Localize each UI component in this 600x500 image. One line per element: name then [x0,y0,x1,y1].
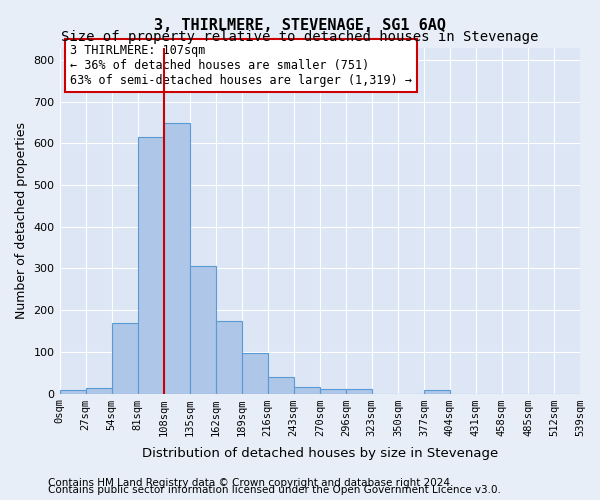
Bar [112,322,137,394]
Bar [164,122,190,394]
Text: 3, THIRLMERE, STEVENAGE, SG1 6AQ: 3, THIRLMERE, STEVENAGE, SG1 6AQ [154,18,446,32]
Text: Contains HM Land Registry data © Crown copyright and database right 2024.: Contains HM Land Registry data © Crown c… [48,478,454,488]
Bar [320,388,346,394]
X-axis label: Distribution of detached houses by size in Stevenage: Distribution of detached houses by size … [142,447,498,460]
Text: Size of property relative to detached houses in Stevenage: Size of property relative to detached ho… [61,30,539,44]
Bar [137,137,164,394]
Bar [346,390,372,394]
Bar [268,377,294,394]
Bar [190,266,215,394]
Bar [215,320,242,394]
Bar [294,388,320,394]
Bar [59,390,86,394]
Text: 3 THIRLMERE: 107sqm
← 36% of detached houses are smaller (751)
63% of semi-detac: 3 THIRLMERE: 107sqm ← 36% of detached ho… [70,44,412,87]
Y-axis label: Number of detached properties: Number of detached properties [15,122,28,319]
Bar [242,353,268,394]
Bar [424,390,450,394]
Text: Contains public sector information licensed under the Open Government Licence v3: Contains public sector information licen… [48,485,501,495]
Bar [86,388,112,394]
